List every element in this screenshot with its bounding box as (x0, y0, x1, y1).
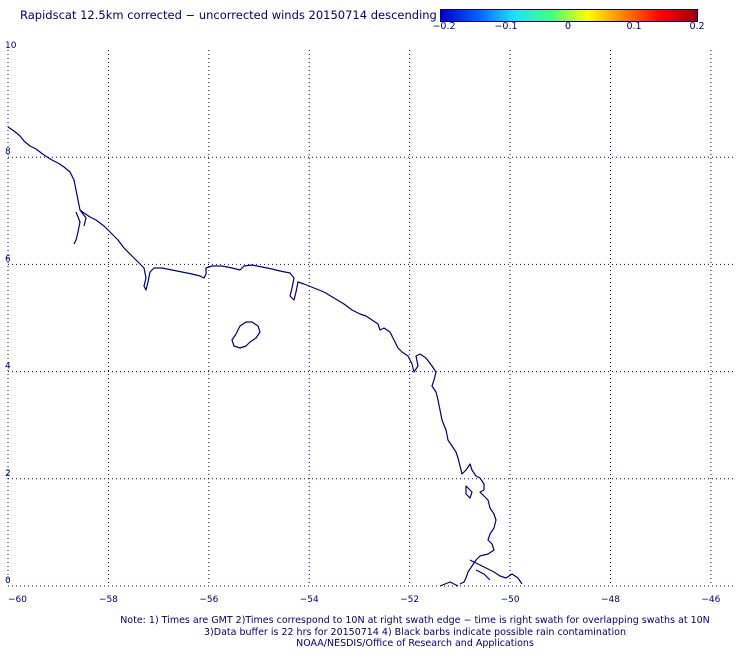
longitude-tick-label: −48 (601, 595, 620, 605)
footnote-line: Note: 1) Times are GMT 2)Times correspon… (120, 615, 710, 626)
coastline (7, 126, 523, 587)
colorbar-label: −0.1 (494, 21, 518, 32)
longitude-tick-label: −58 (99, 595, 118, 605)
longitude-tick-label: −52 (400, 595, 419, 605)
map-tick-labels: −60 −58 −56 −54 −52 −50 −48 −46 0 2 4 6 8 10 (5, 41, 721, 605)
footnote-line: NOAA/NESDIS/Office of Research and Appli… (296, 638, 534, 649)
latitude-tick-label: 4 (5, 362, 11, 372)
longitude-tick-label: −60 (8, 595, 27, 605)
coastline-inlet (73, 209, 87, 245)
footnote-line: 3)Data buffer is 22 hrs for 20150714 4) … (204, 626, 626, 638)
longitude-tick-label: −50 (501, 595, 520, 605)
colorbar-label: −0.2 (432, 21, 456, 32)
map-title: Rapidscat 12.5km corrected − uncorrected… (20, 8, 437, 22)
latitude-tick-label: 2 (5, 469, 11, 479)
coastline-island (231, 321, 261, 349)
latitude-tick-label: 0 (5, 576, 11, 586)
latitude-tick-label: 6 (5, 254, 11, 264)
colorbar-label: 0.1 (626, 21, 642, 32)
latitude-tick-label: 8 (5, 147, 11, 157)
footnote: Note: 1) Times are GMT 2)Times correspon… (0, 615, 740, 650)
colorbar-label: 0.2 (689, 21, 705, 32)
colorbar (440, 9, 698, 22)
colorbar-label: 0 (564, 21, 572, 32)
coastline-mainland (7, 126, 497, 585)
longitude-tick-label: −54 (300, 595, 319, 605)
map-gridlines (7, 50, 736, 587)
longitude-tick-label: −46 (701, 595, 720, 605)
longitude-tick-label: −56 (199, 595, 218, 605)
latitude-tick-label: 10 (5, 41, 17, 51)
coastline-delta (439, 485, 523, 587)
